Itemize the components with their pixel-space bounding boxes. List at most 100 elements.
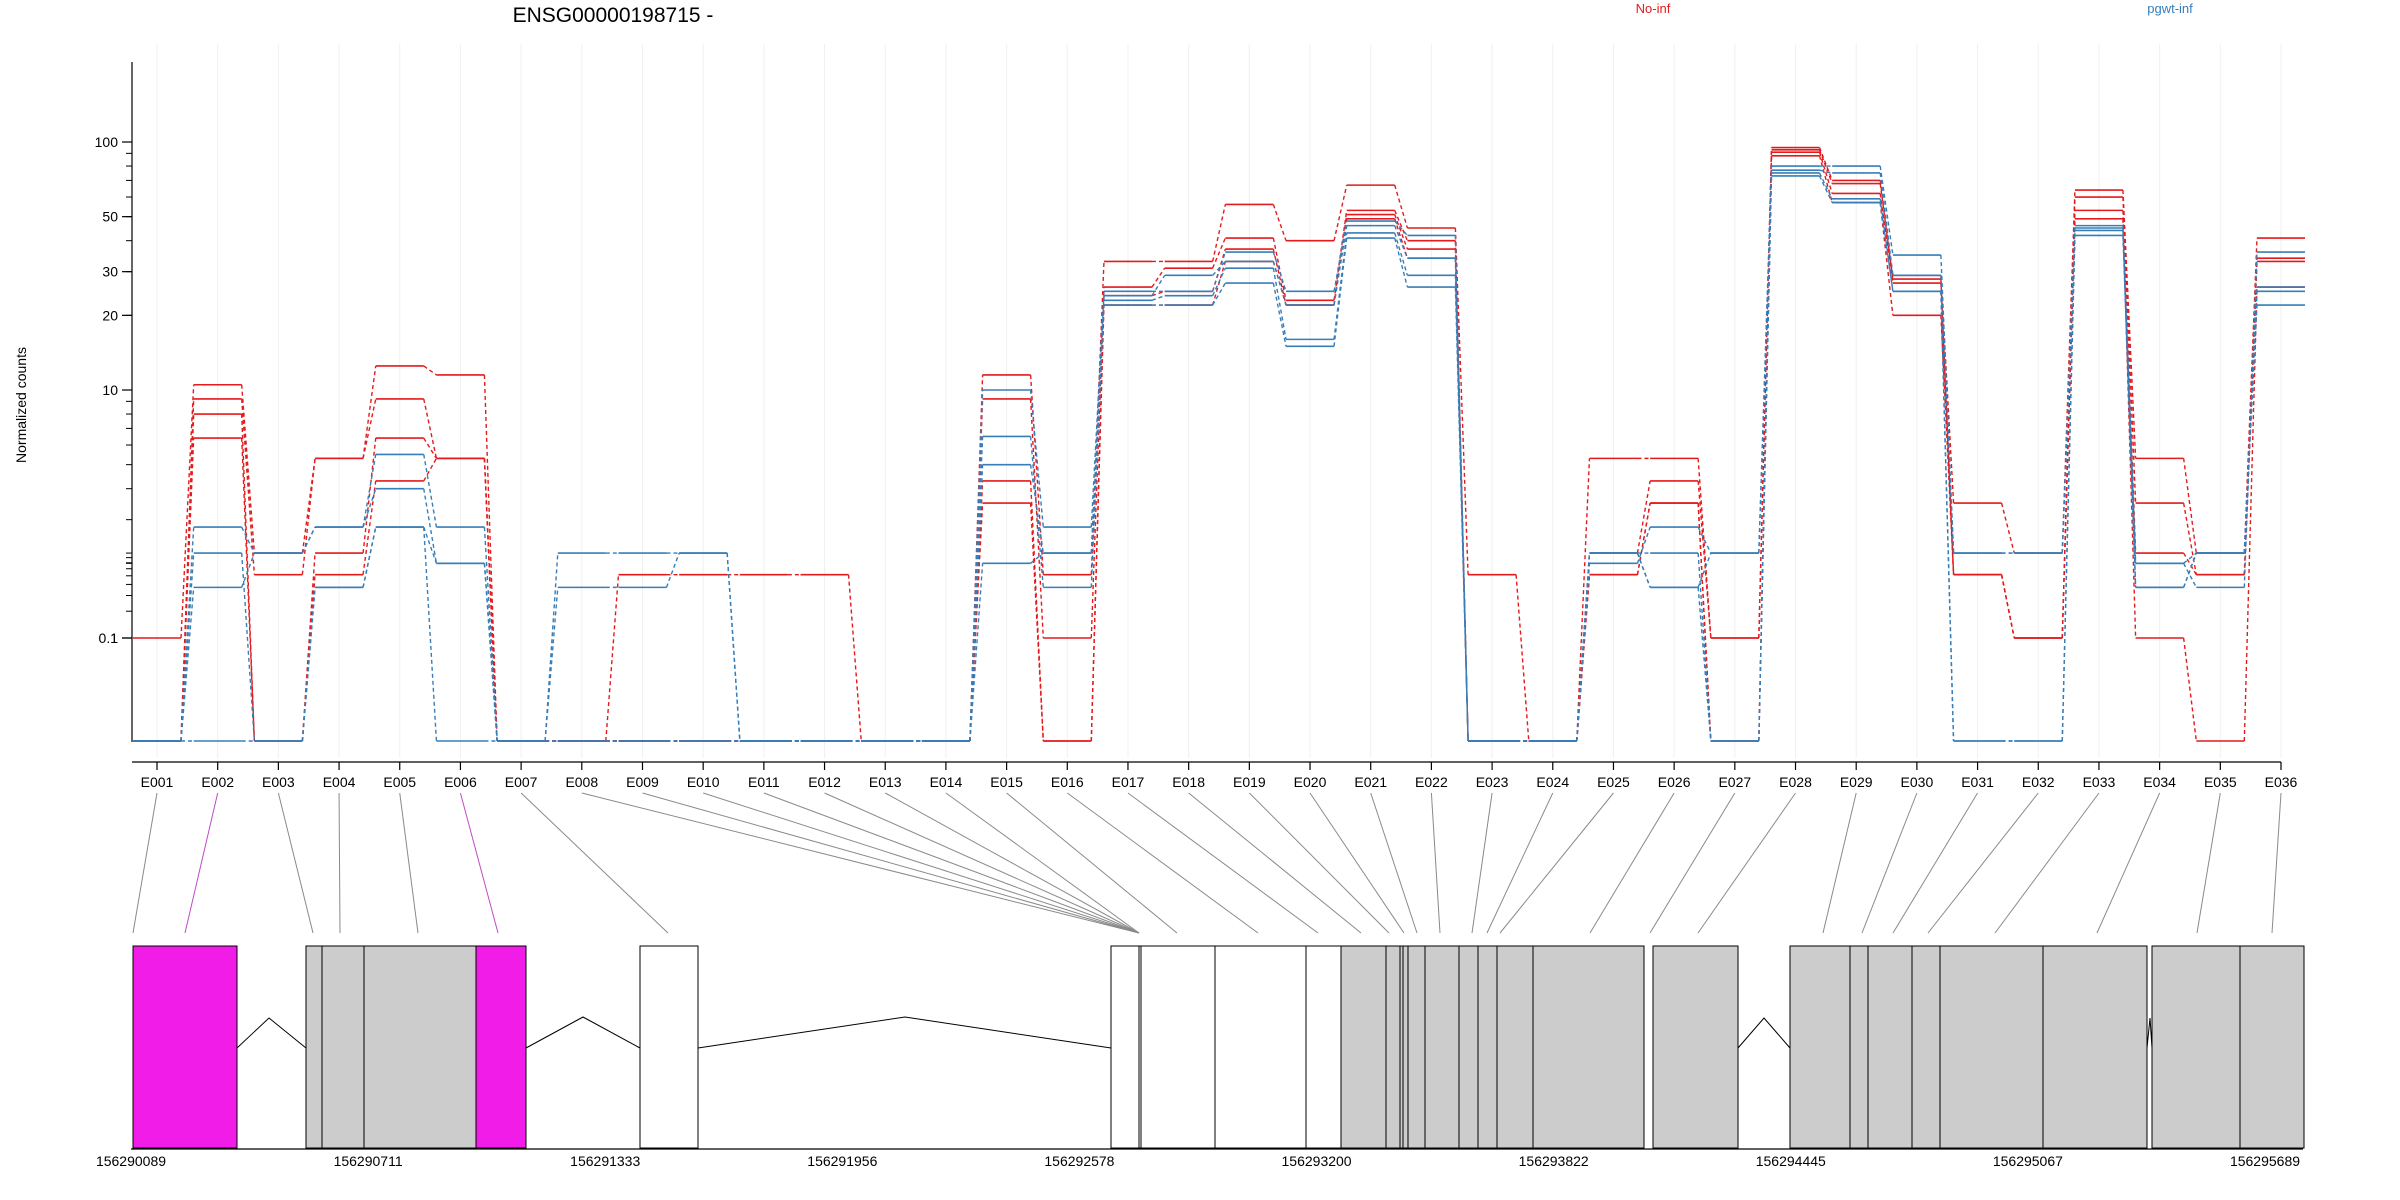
legend-no-inf: No-inf (1636, 1, 1671, 16)
series-connector (423, 527, 438, 742)
series-connector (1272, 261, 1287, 306)
exon-connector (459, 792, 499, 934)
series-connector (180, 587, 195, 742)
series-connector (1636, 552, 1651, 588)
series-connector (241, 526, 256, 554)
exon-connector (338, 792, 341, 934)
series-4 (133, 154, 2305, 742)
x-tick-label: E017 (1112, 774, 1145, 790)
series-connector (2243, 287, 2258, 742)
chart-title: ENSG00000198715 - (513, 4, 714, 27)
x-tick-label: E036 (2265, 774, 2298, 790)
series-connector (1879, 202, 1894, 292)
series-connector (1029, 464, 1044, 554)
exon-connector (1370, 792, 1418, 934)
coordinate-label: 156290089 (96, 1153, 166, 1169)
exon-block (1424, 945, 1460, 1149)
series-connector (240, 438, 256, 742)
exon-connector (1188, 792, 1362, 934)
series-connector (1879, 202, 1894, 316)
intron-line (525, 1016, 641, 1049)
x-tick-label: E012 (808, 774, 841, 790)
exon-block (1385, 945, 1401, 1149)
series-connector (1818, 147, 1833, 181)
series-connector (2243, 305, 2258, 554)
x-tick-label: E008 (565, 774, 598, 790)
series-connector (423, 454, 438, 528)
exon-connector (2096, 792, 2161, 934)
exon-block (2239, 945, 2305, 1149)
exon-connector (520, 792, 669, 934)
series-connector (544, 553, 559, 742)
series-connector (2000, 502, 2015, 554)
series-8 (133, 175, 2305, 742)
series-connector (1394, 214, 1409, 250)
series-connector (180, 438, 195, 742)
series-connector (362, 454, 377, 528)
exon-connector (1309, 792, 1405, 934)
series-connector (1818, 149, 1833, 184)
series-connector (1151, 295, 1165, 301)
series-connector (240, 414, 256, 742)
series-connector (2122, 235, 2137, 588)
series-connector (423, 526, 438, 564)
series-connector (2061, 218, 2076, 639)
x-tick-label: E004 (323, 774, 356, 790)
series-connector (483, 563, 498, 742)
series-connector (1090, 287, 1105, 639)
series-connector (1272, 248, 1287, 306)
series-connector (1394, 184, 1409, 229)
series-connector (1940, 315, 1955, 575)
exon-connector (184, 792, 219, 934)
x-tick-label: E011 (748, 774, 780, 790)
exon-connector (399, 792, 419, 934)
x-tick-label: E033 (2083, 774, 2116, 790)
y-tick-label: 1 (110, 630, 118, 646)
series-connector (1333, 220, 1348, 292)
x-tick-label: E021 (1354, 774, 1387, 790)
exon-block (2151, 945, 2241, 1149)
series-connector (1029, 436, 1044, 588)
exon-connector (1499, 792, 1614, 934)
series-connector (1576, 458, 1591, 742)
series-connector (1576, 553, 1591, 742)
exon-block (1652, 945, 1739, 1149)
exon-block (1532, 945, 1645, 1149)
exon-block (1140, 945, 1216, 1149)
y-tick-label: 30 (102, 264, 118, 280)
series-1 (133, 146, 2305, 742)
series-2 (133, 149, 2305, 742)
series-connector (301, 587, 316, 742)
genomic-coordinate-axis: 156290089 156290711 156291333 156291956 1562… (96, 1148, 2303, 1169)
x-tick-label: E029 (1840, 774, 1873, 790)
x-tick-label: E001 (141, 774, 174, 790)
series-connector (362, 365, 377, 459)
x-tick-label: E026 (1658, 774, 1691, 790)
series-connector (1090, 305, 1105, 554)
series-connector (1758, 170, 1773, 554)
series-connector (362, 480, 377, 575)
series-connector (2183, 552, 2197, 564)
exon-block (639, 945, 699, 1149)
exon-connector (1892, 792, 1978, 934)
y-tick-label: 10 (102, 382, 118, 398)
series-connector (969, 503, 984, 742)
series-connector (423, 398, 438, 459)
exon-connector (1589, 792, 1675, 934)
series-connector (969, 464, 984, 742)
series-connector (1212, 267, 1226, 297)
series-connector (1879, 193, 1894, 284)
exon-block (1458, 945, 1479, 1149)
series-connector (1333, 225, 1348, 306)
series-connector (2182, 637, 2198, 742)
series-connector (1697, 480, 1712, 639)
series-connector (1333, 184, 1348, 241)
series-connector (605, 574, 620, 742)
coordinate-label: 156294445 (1756, 1153, 1826, 1169)
intron-line (1737, 1017, 1791, 1049)
vertical-gridlines (156, 44, 2282, 758)
series-connector (1212, 237, 1226, 269)
series-connector (180, 384, 195, 639)
exon-connector (2196, 792, 2221, 934)
series-connector (1272, 268, 1287, 340)
